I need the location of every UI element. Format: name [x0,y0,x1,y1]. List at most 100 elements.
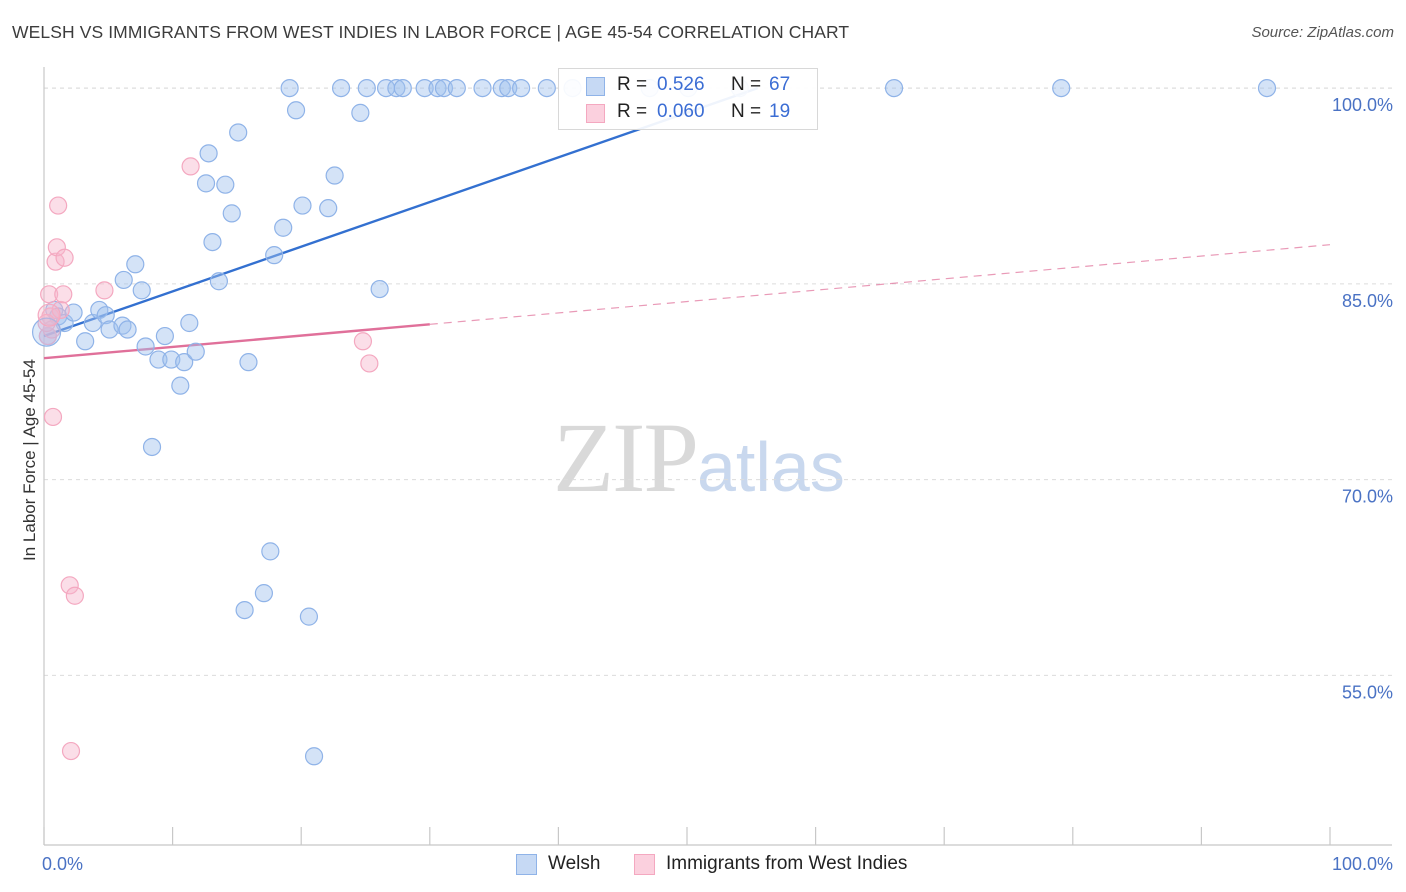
data-point-welsh [203,232,222,252]
data-point-west-indies [181,157,200,176]
data-point-west-indies [43,407,63,427]
legend-n-label: N = [731,101,762,122]
data-point-welsh [1257,78,1277,98]
data-point-welsh [512,78,531,98]
bottom-legend-west-indies[interactable]: Immigrants from West Indies [634,852,954,878]
y-tick-label: 55.0% [1342,682,1393,702]
x-tick-label: 0.0% [42,854,83,874]
data-point-welsh [96,306,115,325]
data-point-welsh [132,281,151,300]
data-point-welsh [261,542,280,561]
chart-source: Source: ZipAtlas.com [1251,24,1394,41]
x-tick-label: 100.0% [1332,854,1393,874]
tick-labels: 55.0% 70.0% 85.0% 100.0% 0.0% 100.0% [42,95,1393,874]
axes [43,67,1392,846]
data-point-welsh [304,747,324,766]
data-point-welsh [293,196,312,215]
data-point-welsh [415,78,434,98]
data-point-welsh [357,78,376,98]
legend-r-value-welsh: 0.526 [657,74,705,95]
watermark: ZIPatlas [553,400,845,515]
data-point-west-indies [65,586,84,605]
data-point-welsh [274,218,293,237]
data-point-west-indies [51,300,70,320]
data-point-welsh [114,270,133,290]
data-point-welsh [186,342,205,361]
legend-swatch-west-indies [586,104,605,123]
data-point-welsh [126,255,145,274]
y-tick-label: 85.0% [1342,291,1393,311]
data-point-welsh [325,166,344,185]
legend-row-west-indies: R = 0.060 N = 19 [559,99,817,127]
data-point-welsh [434,78,454,98]
data-point-welsh [351,103,370,122]
bottom-legend-label-welsh: Welsh [548,853,601,874]
data-point-welsh [492,78,511,98]
bottom-legend-label-west-indies: Immigrants from West Indies [666,853,908,874]
data-point-welsh [216,175,235,194]
legend-r-value-west-indies: 0.060 [657,101,705,122]
data-point-welsh [387,78,406,98]
legend-row-welsh: R = 0.526 N = 67 [559,72,817,100]
trend-extension-1 [429,244,1331,325]
data-point-west-indies [60,576,79,595]
data-point-welsh [319,199,338,218]
data-point-welsh [142,437,162,457]
data-point-welsh [299,607,319,626]
data-point-welsh [370,279,389,299]
data-point-welsh [155,326,174,346]
data-point-welsh [196,174,216,193]
data-point-cluster-west-indies [37,303,61,327]
legend-n-value-welsh: 67 [769,74,791,95]
data-point-welsh [235,600,254,620]
data-point-west-indies [49,196,68,215]
data-points [31,78,1277,766]
y-tick-label: 100.0% [1332,95,1393,115]
data-point-welsh [222,204,241,223]
data-point-welsh [286,101,306,120]
data-point-welsh [265,246,284,265]
grid-lines [44,87,1392,676]
watermark-zip: ZIP [553,402,699,513]
data-point-welsh [499,78,518,98]
data-point-welsh [331,78,351,98]
data-point-west-indies [353,332,373,351]
legend-swatch-welsh [586,77,605,96]
y-tick-label: 70.0% [1342,487,1393,507]
data-point-welsh [280,78,299,98]
data-point-west-indies [360,354,379,373]
trend-line-1 [43,323,430,360]
data-point-west-indies [95,281,114,300]
data-point-west-indies [54,285,73,304]
legend-r-label: R = [617,74,648,95]
correlation-legend: R = 0.526 N = 67 R = 0.060 N = 19 [558,68,818,130]
chart-title: WELSH VS IMMIGRANTS FROM WEST INDIES IN … [12,22,850,42]
data-point-welsh [884,78,904,98]
bottom-legend-swatch-welsh [516,854,537,875]
data-point-welsh [175,353,194,372]
data-point-welsh [229,123,248,142]
data-point-welsh [149,350,168,369]
data-point-west-indies [40,285,59,304]
data-point-welsh [447,78,466,98]
data-point-welsh [76,332,95,351]
watermark-atlas: atlas [697,428,845,506]
legend-r-label: R = [617,101,648,122]
data-point-welsh [239,353,258,372]
data-point-welsh [393,78,412,98]
data-point-west-indies [46,252,65,271]
bottom-legend-swatch-west-indies [634,854,655,875]
data-point-welsh [537,78,556,98]
bottom-legend-welsh[interactable]: Welsh [516,852,656,878]
data-point-welsh [428,78,447,98]
data-point-welsh [254,584,274,603]
data-point-welsh [118,320,137,339]
legend-n-label: N = [731,74,762,95]
data-point-welsh [1052,78,1071,98]
data-point-welsh [473,78,492,98]
data-point-welsh [136,337,155,356]
data-point-west-indies [55,248,74,267]
legend-n-value-west-indies: 19 [769,101,791,122]
data-point-welsh [199,144,218,163]
